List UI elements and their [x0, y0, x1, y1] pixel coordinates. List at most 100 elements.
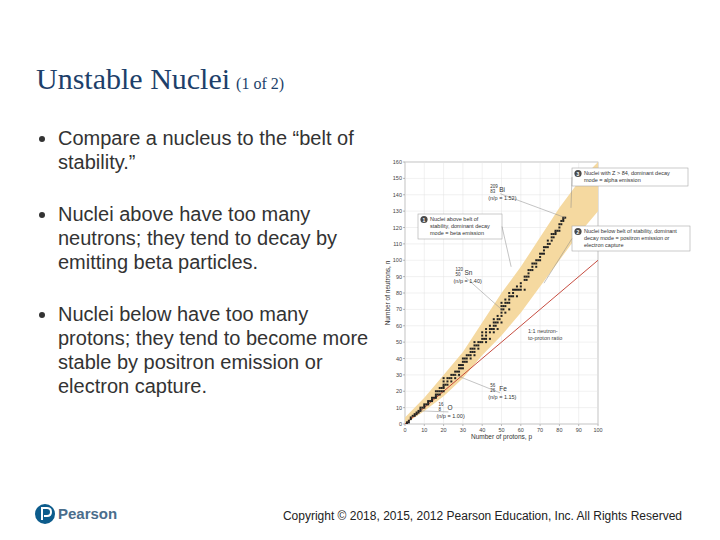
- callout-text: Nuclei below belt of stability, dominant…: [584, 228, 677, 248]
- nucleus-point: [470, 351, 472, 353]
- nucleus-point: [497, 318, 499, 320]
- callout-box: [572, 168, 688, 186]
- nucleus-point: [485, 335, 487, 337]
- element-symbol: Bi: [499, 186, 505, 193]
- tick-label: 0: [403, 427, 406, 433]
- tick-label: 10: [396, 405, 402, 411]
- callouts: Nuclei with Z > 84, dominant decaymode =…: [418, 168, 690, 283]
- nucleus-point: [531, 269, 533, 271]
- plot: 0102030405060708090100010203040506070809…: [384, 159, 690, 441]
- tick-label: 10: [421, 427, 427, 433]
- nucleus-point: [481, 331, 483, 333]
- leader-line: [420, 411, 448, 412]
- nucleus-point: [485, 338, 487, 340]
- nucleus-point: [433, 397, 435, 399]
- slide: Unstable Nuclei(1 of 2) Compare a nucleus…: [0, 0, 720, 540]
- tick: [403, 391, 405, 392]
- ratio-note: (n/p = 1.40): [454, 278, 482, 284]
- nucleus-point: [537, 259, 539, 261]
- title: Unstable Nuclei(1 of 2): [36, 62, 284, 96]
- tick-label: 80: [396, 290, 402, 296]
- grid-line: [405, 162, 598, 163]
- callout-box: [418, 214, 502, 239]
- leader-line: [455, 375, 500, 393]
- nucleus-point: [481, 341, 483, 343]
- nucleus-point: [531, 266, 533, 268]
- nucleus-point: [547, 246, 549, 248]
- nucleus-point: [485, 331, 487, 333]
- nucleus-point: [454, 377, 456, 379]
- tick: [403, 178, 405, 179]
- tick-label: 120: [393, 225, 402, 231]
- nucleus-point: [446, 377, 448, 379]
- callout-badge: [574, 170, 581, 177]
- tick-label: 20: [396, 388, 402, 394]
- nucleus-point: [556, 230, 558, 232]
- nucleus-point: [423, 403, 425, 405]
- grid-line: [405, 358, 598, 359]
- nucleus-point: [462, 361, 464, 363]
- nucleus-point: [493, 325, 495, 327]
- nucleus-point: [508, 295, 510, 297]
- tick-label: 160: [393, 159, 402, 165]
- nucleus-point: [489, 338, 491, 340]
- tick-label: 100: [393, 257, 402, 263]
- nucleus-point: [558, 227, 560, 229]
- tick: [520, 424, 521, 426]
- atomic-number: 50: [456, 272, 462, 277]
- nucleus-point: [539, 253, 541, 255]
- tick: [403, 424, 405, 425]
- element-symbol: Fe: [499, 385, 507, 392]
- nucleus-point: [439, 387, 441, 389]
- nucleus-point: [497, 328, 499, 330]
- nucleus-point: [502, 308, 504, 310]
- title-text: Unstable Nuclei: [36, 62, 230, 95]
- nucleus-point: [475, 344, 477, 346]
- nucleus-point: [558, 223, 560, 225]
- nucleus-point: [551, 240, 553, 242]
- nucleus-point: [493, 318, 495, 320]
- nucleus-point: [489, 328, 491, 330]
- tick: [540, 424, 541, 426]
- nucleus-point: [551, 236, 553, 238]
- nucleus-point: [439, 394, 441, 396]
- nucleus-point: [489, 325, 491, 327]
- tick-label: 130: [393, 208, 402, 214]
- callout-box: [572, 226, 690, 251]
- nucleus-point: [437, 394, 439, 396]
- tick: [403, 293, 405, 294]
- nucleus-point: [473, 344, 475, 346]
- tick: [403, 227, 405, 228]
- nucleus-point: [508, 302, 510, 304]
- nucleus-point: [477, 348, 479, 350]
- bullet: Nuclei below have too many protons; they…: [58, 302, 371, 398]
- nucleus-point: [460, 364, 462, 366]
- nucleus-point: [458, 364, 460, 366]
- nucleus-point: [520, 289, 522, 291]
- tick: [501, 424, 502, 426]
- bullet-list: Compare a nucleus to the “belt of stabil…: [36, 126, 371, 426]
- nucleus-point: [443, 384, 445, 386]
- grid-line: [405, 276, 598, 277]
- tick: [403, 374, 405, 375]
- element-symbol: O: [447, 404, 452, 411]
- ratio-note: (n/p = 1.00): [436, 413, 464, 419]
- ratio-note: (n/p = 1.52): [488, 195, 516, 201]
- logo-mark: [42, 508, 51, 520]
- nucleus-point: [528, 269, 530, 271]
- nucleus-point: [504, 312, 506, 314]
- nucleus-point: [450, 380, 452, 382]
- nucleus-point: [489, 331, 491, 333]
- nucleus-point: [429, 400, 431, 402]
- tick-label: 110: [393, 241, 402, 247]
- tick: [405, 424, 406, 426]
- nucleus-point: [535, 266, 537, 268]
- nucleus-point: [553, 233, 555, 235]
- nucleus-point: [504, 305, 506, 307]
- callout: Nuclei above belt ofstability, dominant …: [418, 214, 511, 267]
- nucleus-point: [458, 371, 460, 373]
- nucleus-point: [446, 384, 448, 386]
- nucleus-point: [412, 415, 414, 417]
- grid-line: [405, 424, 598, 425]
- tick: [403, 407, 405, 408]
